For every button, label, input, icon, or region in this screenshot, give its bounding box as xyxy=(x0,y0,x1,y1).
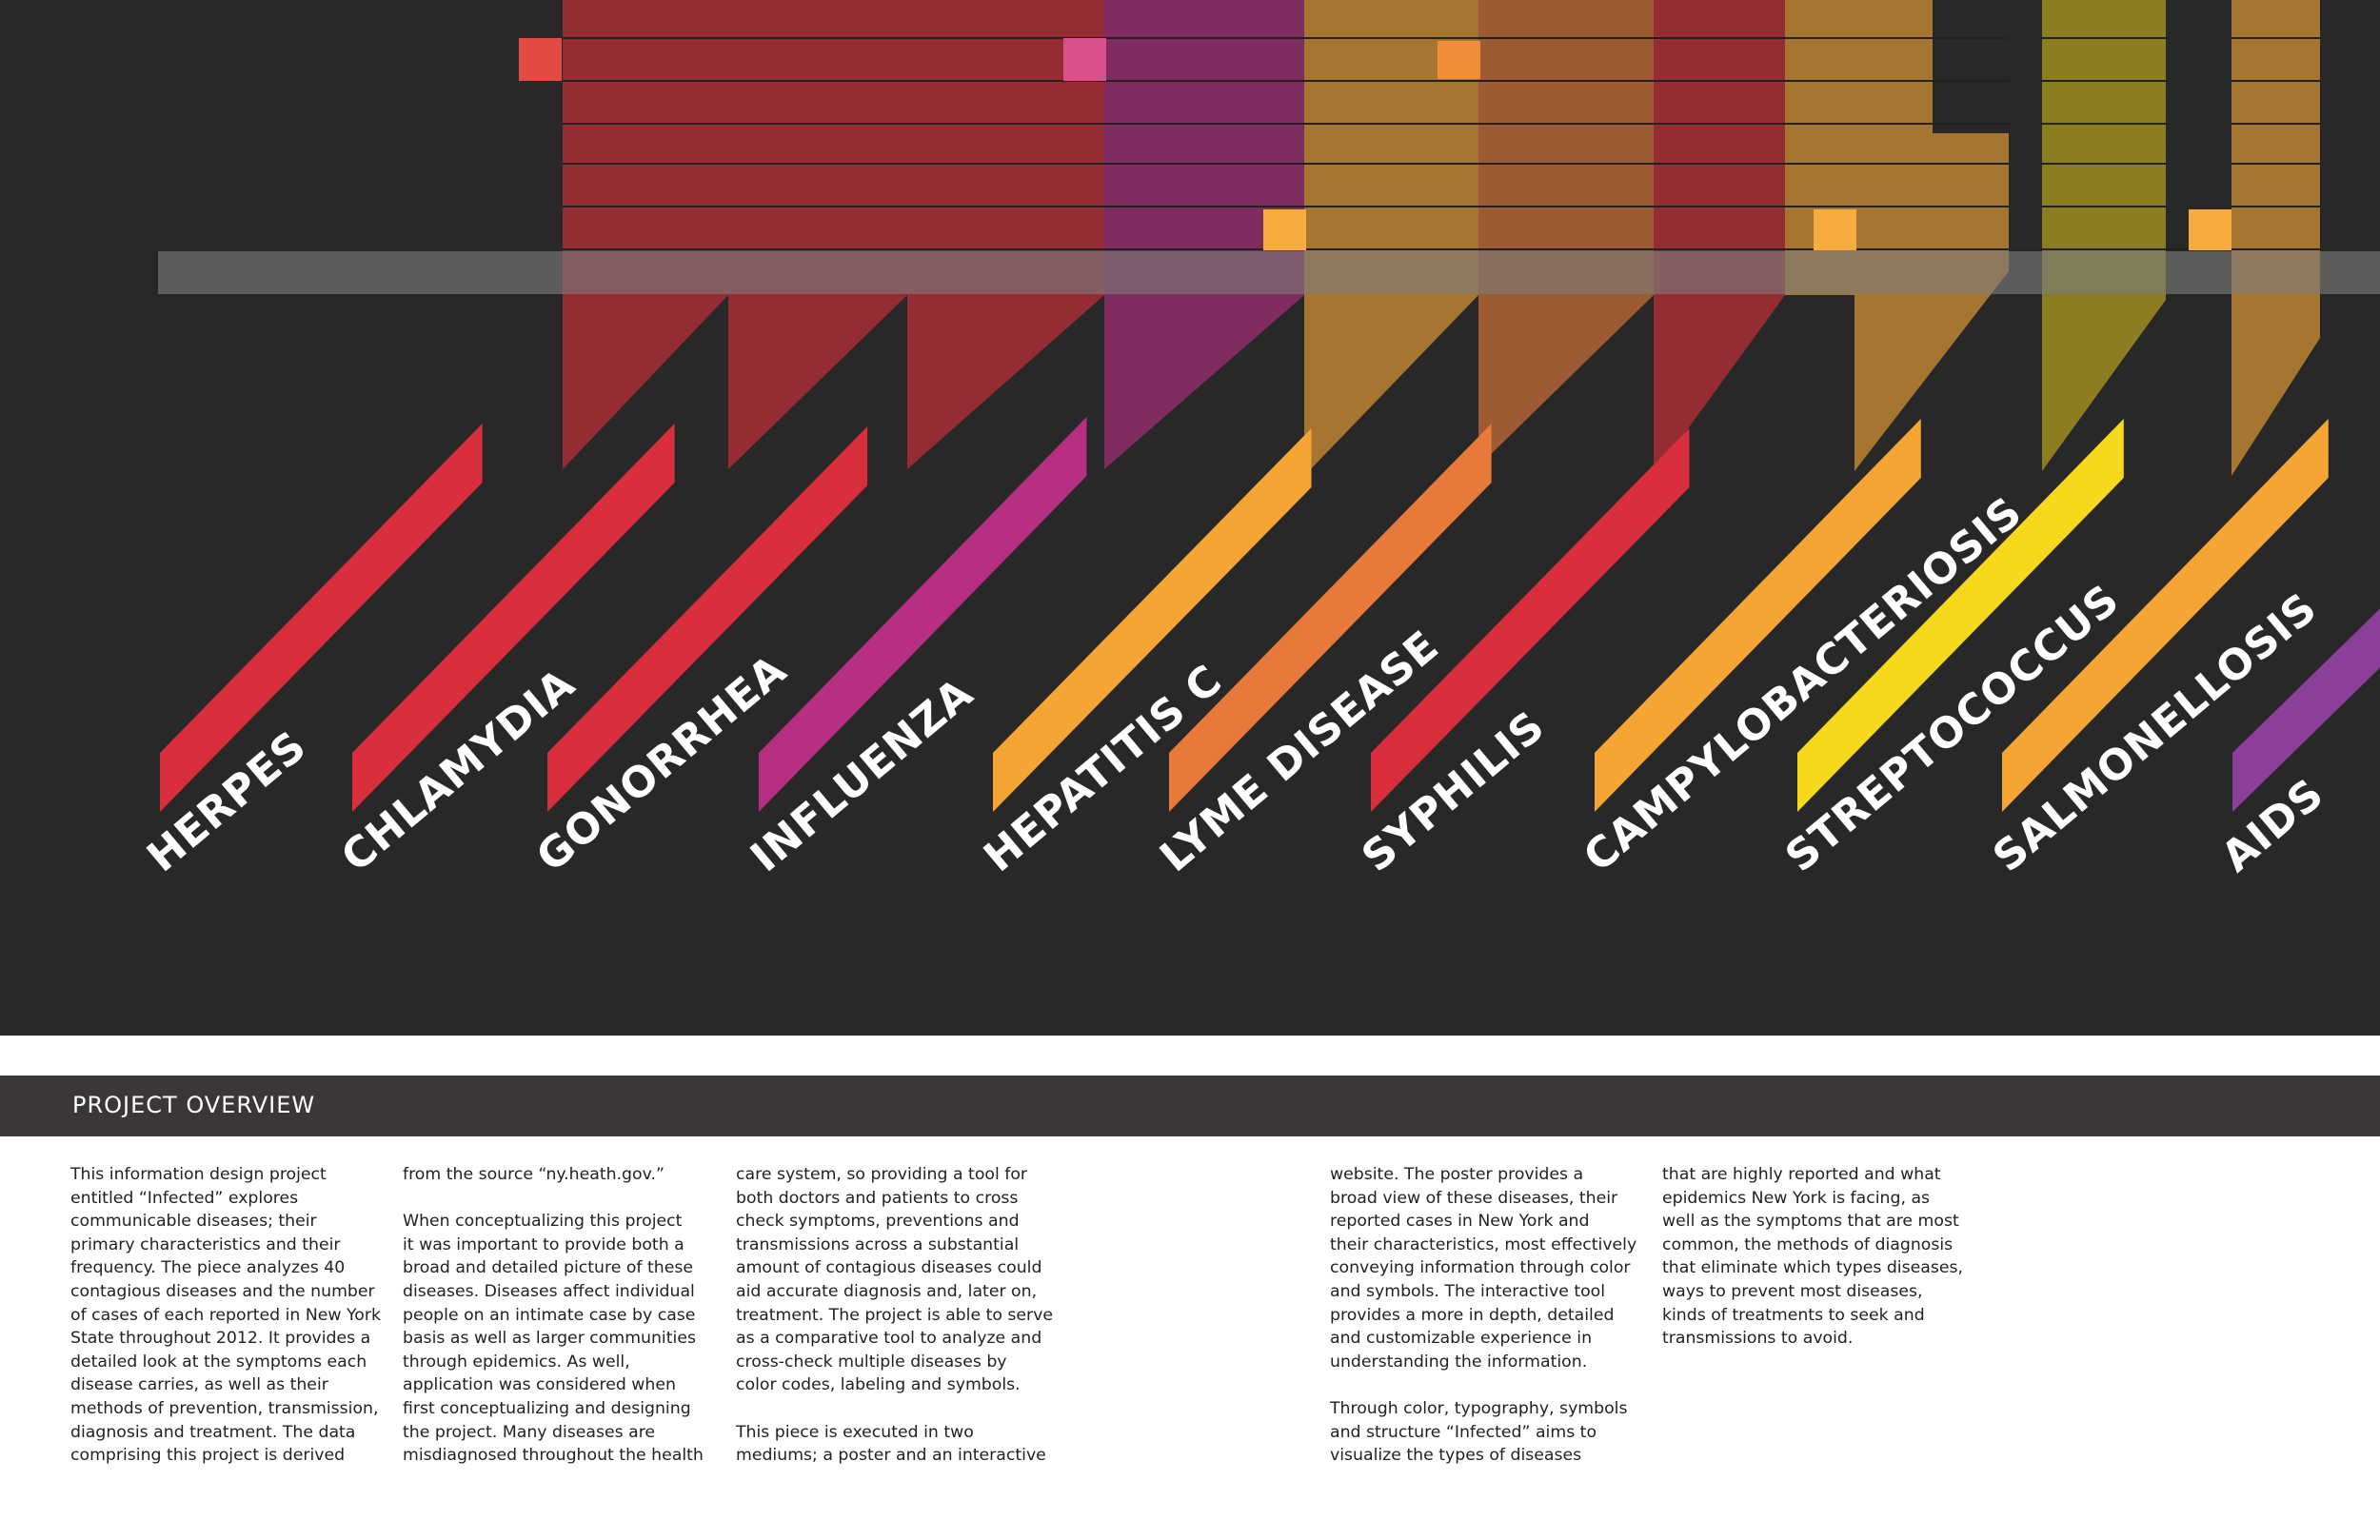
ribbon-lyme-disease xyxy=(1169,424,1492,812)
overview-title: PROJECT OVERVIEW xyxy=(72,1092,316,1118)
overview-column-1: This information design project entitled… xyxy=(70,1165,381,1466)
ribbon-hepatitis-c xyxy=(993,428,1312,812)
column-campylobacteriosis xyxy=(1785,0,2009,471)
column-influenza xyxy=(1104,0,1304,469)
column-syphilis xyxy=(1654,0,1785,476)
overview-column-5: that are highly reported and what epidem… xyxy=(1662,1165,1963,1349)
ribbon-salmonellosis xyxy=(2002,419,2329,812)
marker-square xyxy=(1438,41,1480,79)
marker-square xyxy=(2189,209,2231,250)
column-streptococcus xyxy=(2042,0,2166,471)
overview-column-4: website. The poster provides a broad vie… xyxy=(1330,1165,1637,1466)
ribbon-campylobacteriosis xyxy=(1595,419,1921,812)
gray-band xyxy=(158,251,2380,294)
overview-column-3: care system, so providing a tool for bot… xyxy=(736,1165,1054,1466)
column-lyme-disease xyxy=(1478,0,1654,466)
marker-square xyxy=(1063,38,1106,81)
ribbon-streptococcus xyxy=(1797,419,2124,812)
marker-square xyxy=(1263,209,1306,250)
column-herpes xyxy=(563,0,728,469)
marker-square xyxy=(1814,209,1856,250)
disease-diagram xyxy=(158,0,2380,812)
column-hepatitis-c xyxy=(1304,0,1478,476)
column-salmonellosis xyxy=(2231,0,2320,476)
marker-square xyxy=(519,38,562,81)
ribbon-aids xyxy=(2232,608,2380,812)
ribbon-herpes xyxy=(160,424,483,812)
ribbon-gonorrhea xyxy=(547,426,868,812)
column-chlamydia xyxy=(728,0,907,469)
overview-column-2: from the source “ny.heath.gov.” When con… xyxy=(403,1165,704,1466)
ribbon-influenza xyxy=(759,417,1087,812)
ribbon-chlamydia xyxy=(352,424,675,812)
column-gonorrhea xyxy=(907,0,1104,469)
infographic-poster: HERPES CHLAMYDIA GONORRHEA INFLUENZA HEPATIT… xyxy=(0,0,2380,1036)
overview-header-bar xyxy=(0,1076,2380,1136)
ribbon-syphilis xyxy=(1371,428,1690,812)
